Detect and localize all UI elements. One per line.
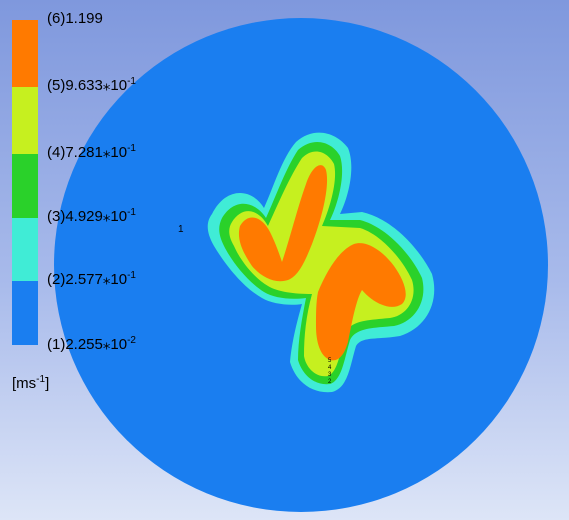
legend-label-3: (3)4.929⁎10-1: [47, 207, 136, 225]
legend-unit: [ms-1]: [12, 374, 50, 392]
region-marker-label: 1: [178, 224, 184, 235]
legend-label-5: (5)9.633⁎10-1: [47, 76, 136, 94]
contour-band-4: [229, 151, 414, 377]
legend-swatch-4: [12, 87, 38, 154]
contour-marker-4: 4: [328, 365, 332, 371]
legend-label-4: (4)7.281⁎10-1: [47, 143, 136, 161]
legend-swatch-2: [12, 218, 38, 281]
legend-label-2: (2)2.577⁎10-1: [47, 270, 136, 288]
legend-swatch-1: [12, 281, 38, 345]
legend-swatch-3: [12, 154, 38, 218]
contour-marker-2: 2: [328, 379, 332, 385]
contour-marker-5: 5: [328, 358, 332, 364]
legend-label-6: (6)1.199: [47, 10, 103, 27]
contour-marker-3: 3: [328, 372, 332, 378]
legend-swatch-5: [12, 20, 38, 87]
legend-label-1: (1)2.255⁎10-2: [47, 335, 136, 353]
contour-band-5: [238, 165, 406, 361]
